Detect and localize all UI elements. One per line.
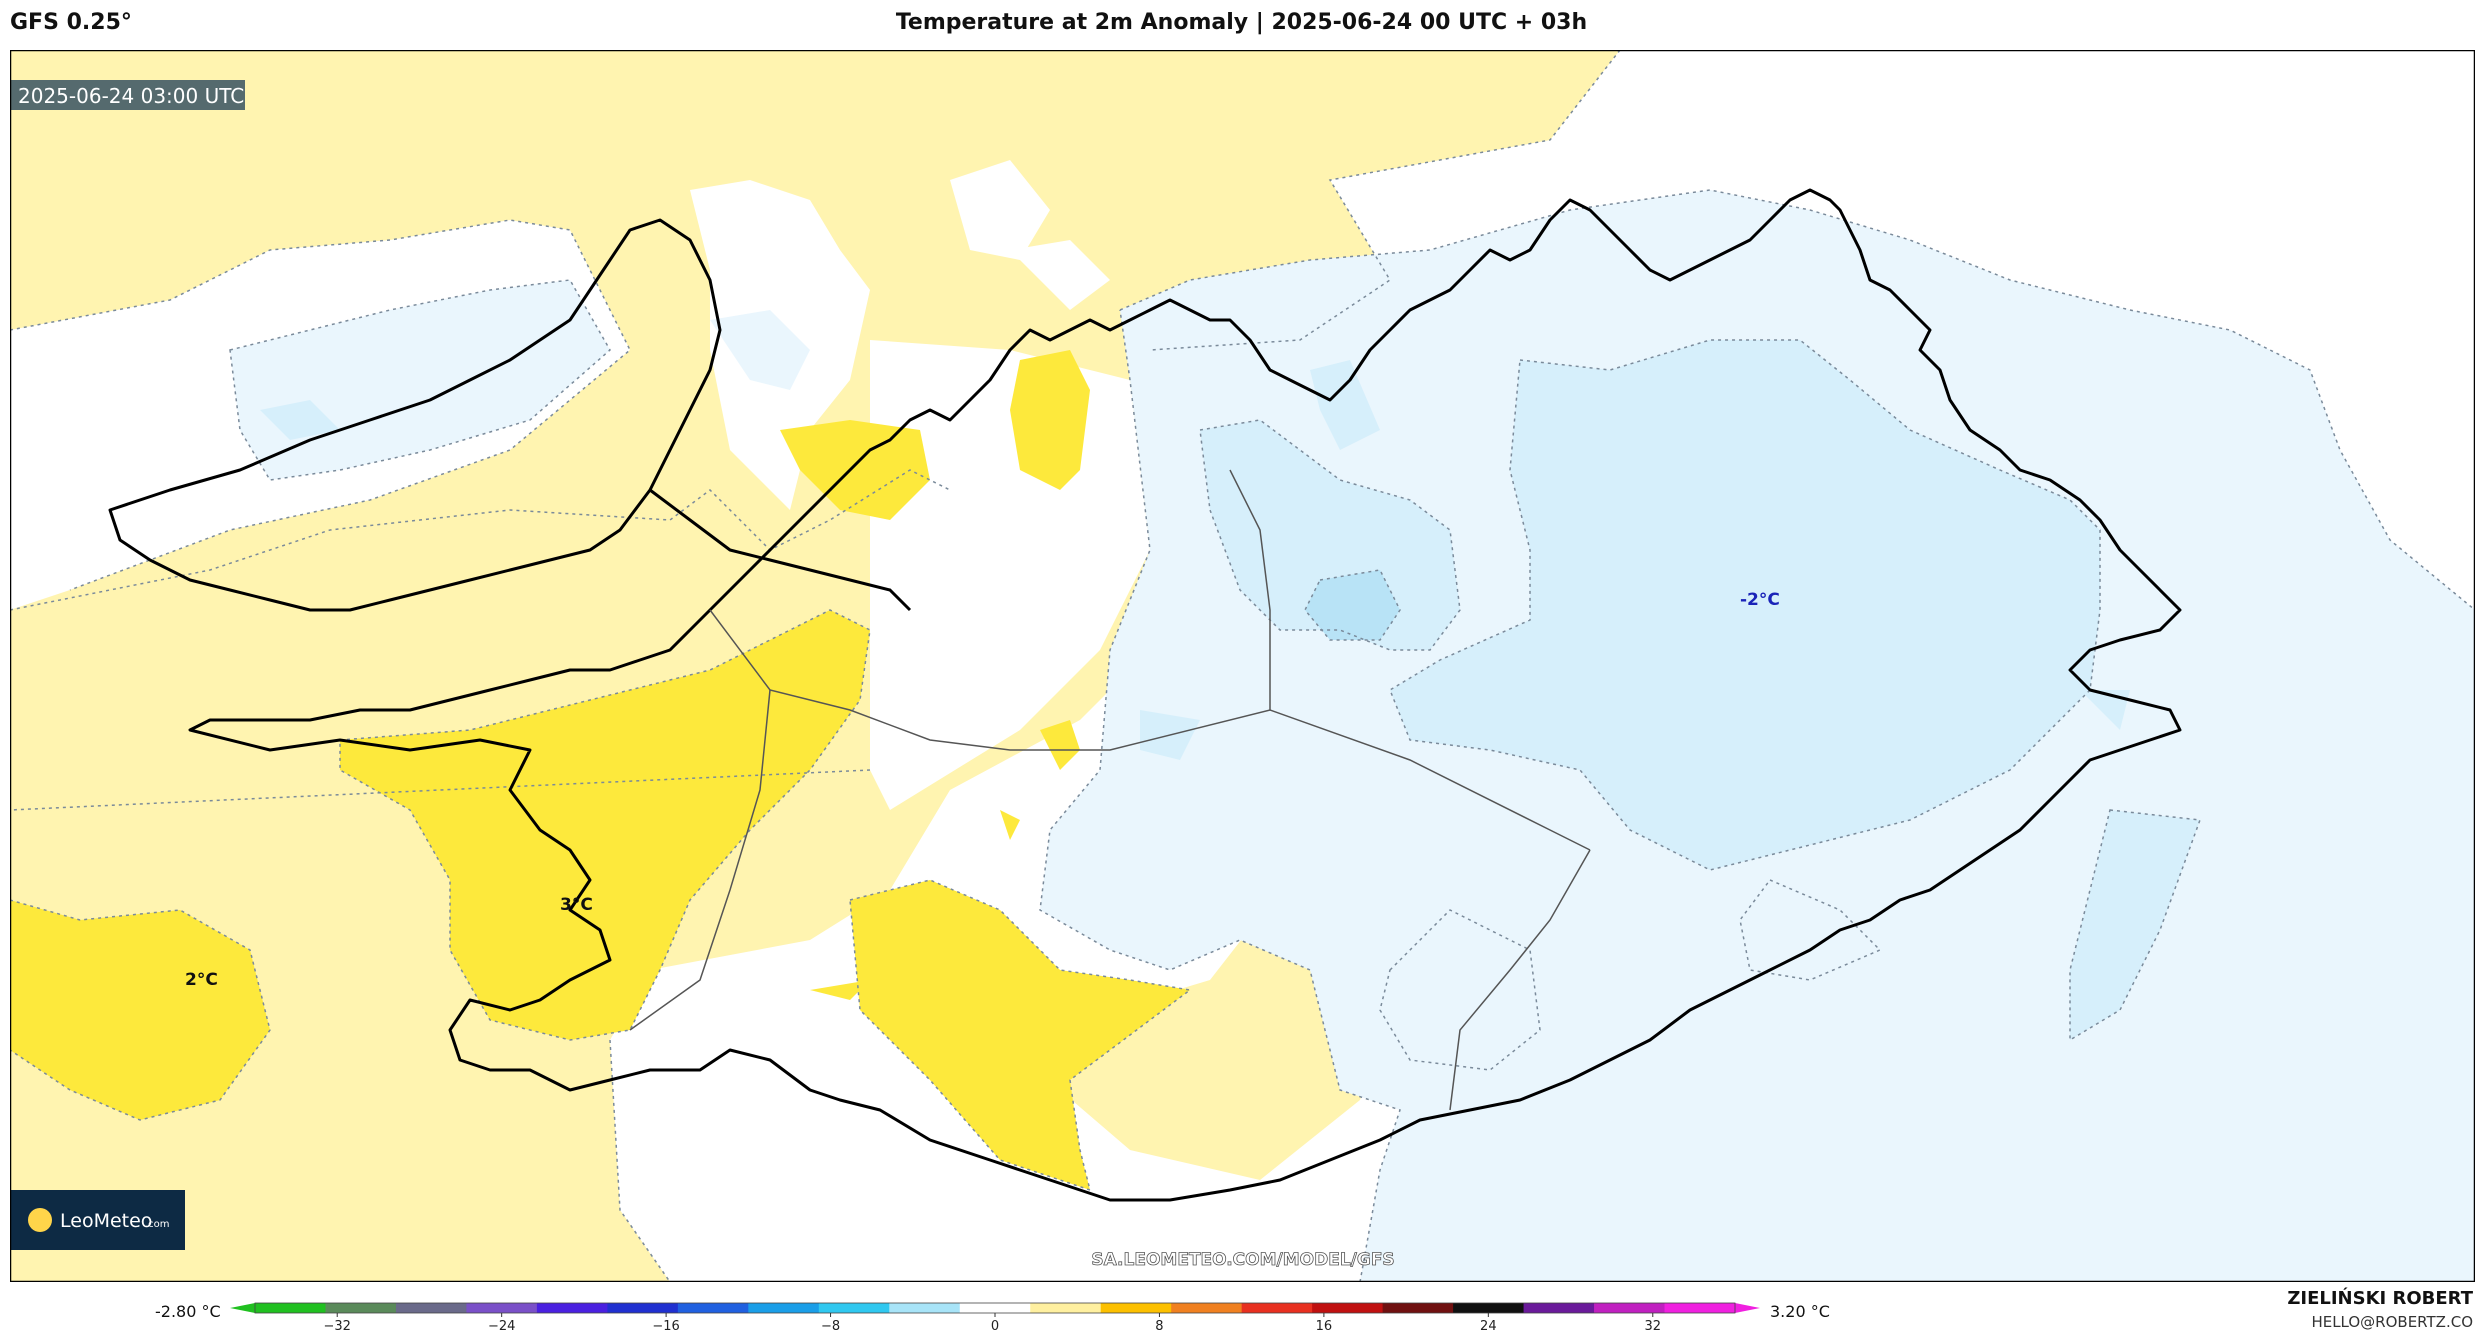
label-southwest-3c: 3°C xyxy=(560,895,593,915)
svg-text:.com: .com xyxy=(145,1219,170,1230)
sun-icon xyxy=(28,1208,52,1232)
colorbar-segment xyxy=(1030,1303,1102,1313)
author-email[interactable]: HELLO@ROBERTZ.CO xyxy=(2311,1313,2473,1331)
colorbar-strip xyxy=(230,1302,1760,1314)
region-borders xyxy=(629,469,1591,1111)
colorbar-segment xyxy=(889,1303,961,1313)
coastline xyxy=(108,188,2182,1202)
colorbar-min-arrow xyxy=(230,1303,255,1313)
model-label: GFS 0.25° xyxy=(10,10,132,35)
colorbar-tick-label: −24 xyxy=(488,1319,515,1334)
label-east-minus2c: -2°C xyxy=(1740,590,1780,610)
colorbar-segment xyxy=(325,1303,397,1313)
map-frame xyxy=(10,50,2475,1282)
colorbar-tick-label: 16 xyxy=(1316,1319,1333,1334)
anomaly-map[interactable]: 2025-06-24 03:00 UTC 2°C 3°C -2°C LeoMet… xyxy=(10,50,2475,1282)
colorbar-tick-label: −32 xyxy=(324,1319,351,1334)
colorbar-segment xyxy=(1594,1303,1666,1313)
colorbar-segment xyxy=(466,1303,538,1313)
colorbar-segment xyxy=(748,1303,820,1313)
watermark: SA.LEOMETEO.COM/MODEL/GFS xyxy=(1091,1250,1394,1270)
colorbar-tick-label: 32 xyxy=(1645,1319,1662,1334)
colorbar-min-label: -2.80 °C xyxy=(155,1302,221,1321)
warm-anomaly-yellow xyxy=(10,350,1840,1190)
colorbar-segment xyxy=(255,1303,326,1313)
svg-text:LeoMeteo: LeoMeteo xyxy=(60,1210,152,1232)
colorbar-tick-label: 8 xyxy=(1155,1319,1163,1334)
colorbar-max-arrow xyxy=(1735,1303,1760,1313)
colorbar-segment xyxy=(1382,1303,1454,1313)
leometeo-logo: LeoMeteo .com xyxy=(10,1190,185,1250)
colorbar-segment xyxy=(1312,1303,1384,1313)
colorbar-segment xyxy=(1171,1303,1243,1313)
colorbar: -2.80 °C 3.20 °C −32 −24 −16 −8 0 8 16 24 32 xyxy=(155,1302,1830,1334)
colorbar-ticks: −32 −24 −16 −8 0 8 16 24 32 xyxy=(324,1313,1662,1334)
colorbar-tick-label: 0 xyxy=(991,1319,999,1334)
colorbar-segment xyxy=(1100,1303,1172,1313)
colorbar-tick-label: −8 xyxy=(821,1319,840,1334)
contour-lines xyxy=(10,50,2475,1282)
svg-text:2025-06-24 03:00 UTC: 2025-06-24 03:00 UTC xyxy=(18,84,244,108)
colorbar-segment xyxy=(1241,1303,1313,1313)
colorbar-segment xyxy=(395,1303,467,1313)
cold-anomaly-mid xyxy=(1305,570,1400,640)
colorbar-segment xyxy=(818,1303,890,1313)
colorbar-segment xyxy=(677,1303,749,1313)
colorbar-segment xyxy=(1523,1303,1595,1313)
colorbar-segment xyxy=(536,1303,608,1313)
label-west-2c: 2°C xyxy=(185,970,218,990)
colorbar-max-label: 3.20 °C xyxy=(1770,1302,1830,1321)
map-title: Temperature at 2m Anomaly | 2025-06-24 0… xyxy=(895,10,1588,35)
colorbar-tick-label: −16 xyxy=(652,1319,679,1334)
colorbar-segment xyxy=(607,1303,679,1313)
cold-anomaly-light xyxy=(260,340,2200,1040)
author-credit: ZIELIŃSKI ROBERT xyxy=(2287,1288,2473,1309)
colorbar-segment xyxy=(1453,1303,1525,1313)
valid-time-badge: 2025-06-24 03:00 UTC xyxy=(10,80,245,110)
colorbar-tick-label: 24 xyxy=(1480,1319,1497,1334)
colorbar-segment xyxy=(959,1303,1031,1313)
colorbar-segment xyxy=(1664,1303,1736,1313)
